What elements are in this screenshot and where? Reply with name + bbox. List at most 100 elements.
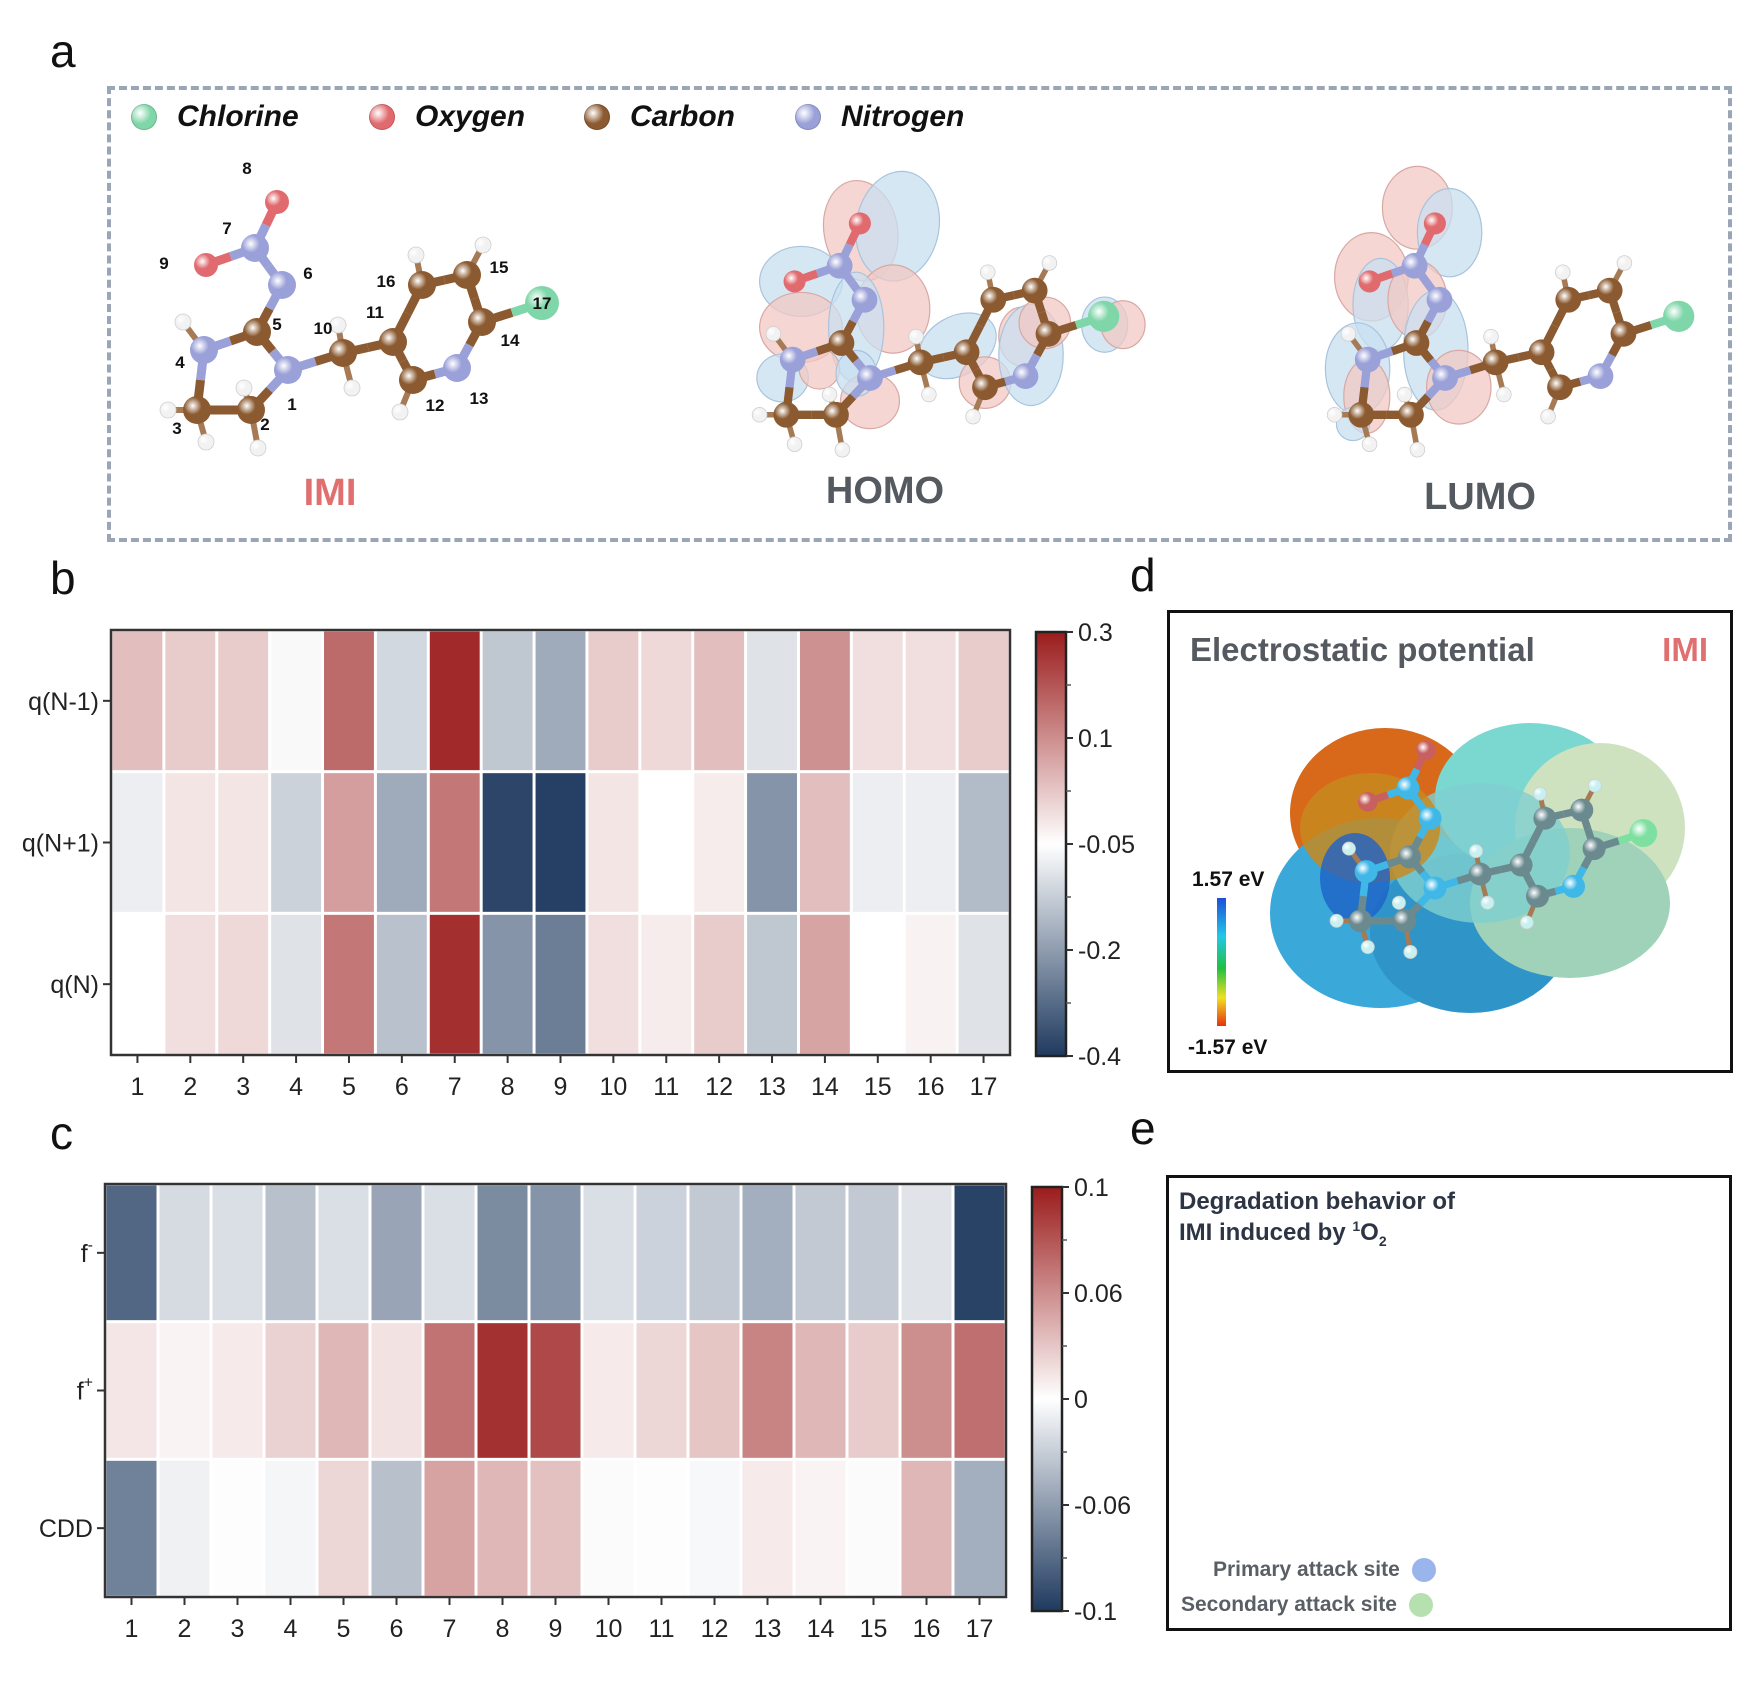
- heatmap-b-cell-r3-c14: [799, 914, 850, 1054]
- heatmap-b-cell-r3-c11: [641, 914, 692, 1054]
- atom-1: [857, 365, 883, 391]
- hydrogen-atom: [1329, 913, 1344, 928]
- heatmap-c-cell-r1-c13: [742, 1185, 793, 1321]
- heatmap-c-x-tick-label: 9: [549, 1615, 563, 1643]
- primary-attack-dot-icon: [1411, 1558, 1436, 1582]
- atom-10: [907, 349, 934, 376]
- atom-number-label: 11: [366, 303, 384, 322]
- heatmap-c-cell-r1-c15: [848, 1185, 899, 1321]
- panel-label-a: a: [50, 25, 76, 77]
- heatmap-b-cell-r2-c3: [218, 773, 269, 912]
- heatmap-b-cell-r1-c14: [799, 631, 850, 771]
- heatmap-c-cell-r2-c17: [954, 1323, 1005, 1458]
- panel-a-frame: [107, 86, 1732, 542]
- heatmap-c-cell-r3-c12: [689, 1460, 740, 1596]
- heatmap-b-cell-r2-c11: [641, 773, 692, 912]
- heatmap-b-cell-r3-c17: [958, 914, 1009, 1054]
- heatmap-b-cell-r3-c13: [747, 914, 797, 1054]
- heatmap-c-cell-r3-c13: [742, 1460, 793, 1596]
- degradation-title-line2: IMI induced by 1O2: [1179, 1217, 1455, 1250]
- heatmap-c-cell-r1-c1: [106, 1185, 157, 1321]
- nitrogen-atom-icon: [795, 104, 821, 130]
- heatmap-b-cell-r3-c15: [852, 914, 903, 1054]
- atom-15: [1570, 798, 1594, 822]
- hydrogen-atom: [1326, 407, 1343, 423]
- esp-surface: [1270, 723, 1685, 1013]
- heatmap-b-cell-r2-c8: [482, 773, 533, 912]
- heatmap-b-cell-r2-c17: [958, 773, 1009, 912]
- hydrogen-atom: [751, 407, 768, 423]
- atom-17: [1629, 819, 1658, 847]
- heatmap-c-x-tick-label: 16: [913, 1615, 941, 1643]
- heatmap-c-cell-r1-c8: [477, 1185, 528, 1321]
- heatmap-b-cell-r1-c1: [112, 631, 163, 771]
- heatmap-b-x-tick-label: 7: [448, 1073, 462, 1101]
- atom-1: [274, 356, 302, 384]
- atom-15: [1021, 277, 1048, 304]
- heatmap-b-cell-r3-c4: [271, 914, 322, 1054]
- oxygen-atom-icon: [369, 104, 395, 130]
- atom-5: [243, 318, 271, 346]
- heatmap-b-cell-r1-c9: [535, 631, 586, 771]
- hydrogen-atom: [1409, 442, 1426, 458]
- hydrogen-atom: [821, 386, 838, 403]
- esp-min-label: -1.57 eV: [1188, 1036, 1268, 1059]
- heatmap-b-cell-r3-c9: [535, 914, 586, 1054]
- heatmap-c-cell-r2-c1: [106, 1323, 157, 1458]
- atom-2: [1393, 909, 1417, 933]
- legend-carbon: Carbon: [584, 100, 735, 134]
- atom-8: [1416, 740, 1436, 761]
- heatmap-b-cell-r1-c4: [271, 631, 322, 771]
- heatmap-c-cell-r1-c14: [795, 1185, 846, 1321]
- heatmap-b-cell-r1-c2: [165, 631, 216, 771]
- atom-13: [1562, 874, 1586, 898]
- atom-number-label: 7: [222, 219, 231, 238]
- hydrogen-atom: [159, 401, 177, 419]
- atom-16: [980, 286, 1007, 313]
- heatmap-c-cell-r2-c11: [636, 1323, 687, 1458]
- heatmap-b-cell-r1-c17: [958, 631, 1009, 771]
- heatmap-b-cell-r2-c9: [535, 773, 586, 912]
- heatmap-c-cell-r2-c2: [159, 1323, 210, 1458]
- secondary-attack-legend: Secondary attack site: [1181, 1593, 1433, 1617]
- heatmap-c-x-tick-label: 1: [125, 1615, 139, 1643]
- heatmap-b-cell-r1-c15: [852, 631, 903, 771]
- heatmap-b-cell-r3-c1: [112, 914, 163, 1054]
- heatmap-b-cell-r3-c8: [482, 914, 533, 1054]
- heatmap-b-x-tick-label: 8: [501, 1073, 515, 1101]
- heatmap-c-x-tick-label: 3: [231, 1615, 245, 1643]
- heatmap-c-cell-r3-c17: [954, 1460, 1005, 1596]
- heatmap-c-y-tick-label: f-: [81, 1237, 93, 1268]
- esp-max-label: 1.57 eV: [1192, 868, 1265, 891]
- atom-10: [329, 339, 357, 367]
- legend-label: Chlorine: [177, 100, 299, 133]
- atom-8: [1423, 212, 1446, 235]
- heatmap-b-x-tick-label: 4: [289, 1073, 303, 1101]
- hydrogen-atom: [980, 264, 996, 280]
- heatmap-b-x-tick-label: 9: [554, 1073, 568, 1101]
- heatmap-c-cell-r1-c4: [265, 1185, 316, 1321]
- heatmap-b-cell-r2-c1: [112, 773, 163, 912]
- hydrogen-atom: [1403, 944, 1418, 959]
- heatmap-c-cell-r2-c6: [371, 1323, 422, 1458]
- heatmap-b-x-tick-label: 2: [183, 1073, 197, 1101]
- heatmap-c-cell-r3-c15: [848, 1460, 899, 1596]
- heatmap-c-cell-r3-c6: [371, 1460, 422, 1596]
- hydrogen-atom: [921, 386, 937, 403]
- atom-16: [408, 271, 436, 299]
- heatmap-b-colorbar-tick-label: -0.2: [1078, 937, 1121, 965]
- atom-11: [379, 328, 407, 356]
- atom-10: [1468, 862, 1492, 886]
- heatmap-b-cell-r3-c3: [218, 914, 269, 1054]
- hydrogen-atom: [235, 379, 253, 397]
- hydrogen-atom: [1483, 328, 1499, 345]
- atom-8: [848, 212, 871, 235]
- atom-2: [1398, 401, 1424, 428]
- heatmap-c-x-tick-label: 12: [701, 1615, 729, 1643]
- chlorine-atom-icon: [131, 104, 157, 130]
- atom-number-label: 3: [172, 419, 181, 438]
- atom-1: [1432, 365, 1458, 391]
- heatmap-b-colorbar-tick-label: -0.05: [1078, 831, 1135, 859]
- heatmap-c-cell-r2-c13: [742, 1323, 793, 1458]
